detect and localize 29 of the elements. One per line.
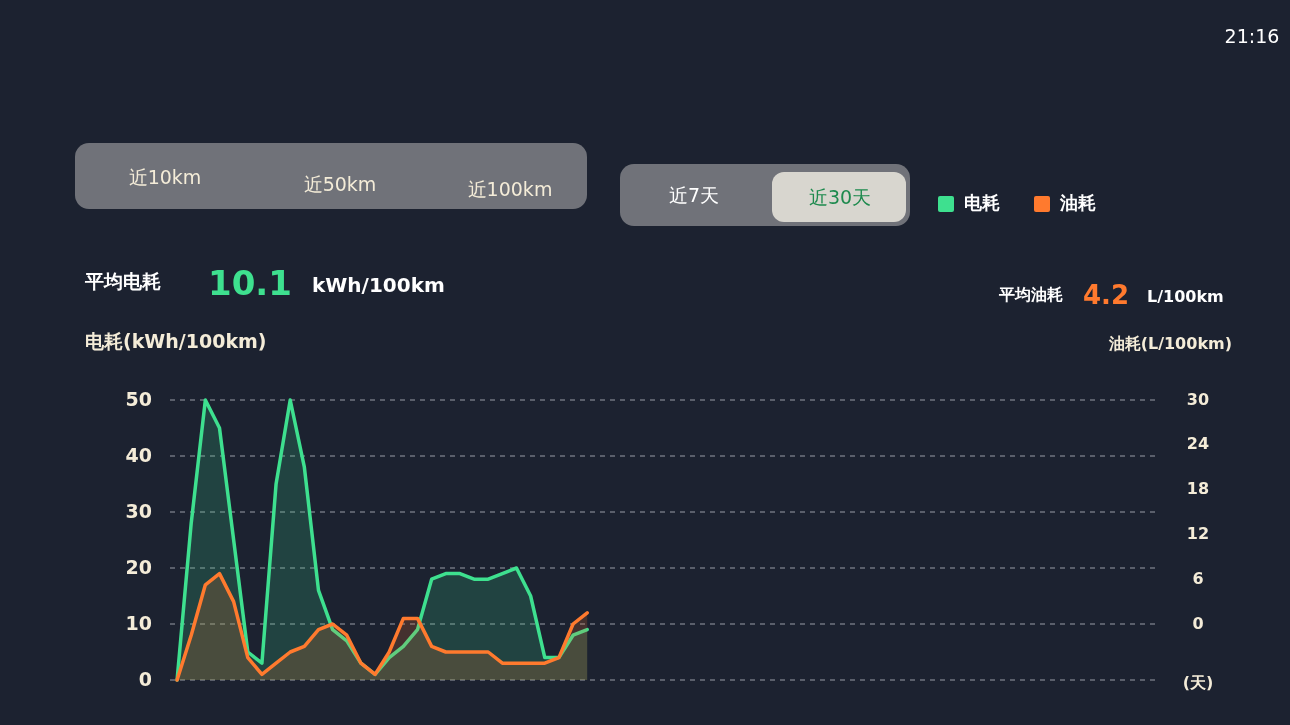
y-tick-label: 30 <box>125 499 152 522</box>
y2-tick-label: 0 <box>1192 613 1204 633</box>
text: 21:16 <box>1224 24 1280 47</box>
text: 近30天 <box>808 185 872 208</box>
text: 平均电耗 <box>84 269 161 292</box>
y2-tick-label: 6 <box>1192 568 1204 588</box>
y2-axis-title: 油耗(L/100km) <box>1107 333 1232 353</box>
text: 近50km <box>303 172 377 195</box>
text: 4.2 <box>1083 279 1130 310</box>
text: 10.1 <box>208 262 292 303</box>
y-axis-title: 电耗(kWh/100km) <box>85 329 267 352</box>
text: (天) <box>1182 672 1214 692</box>
text: 平均油耗 <box>998 284 1063 304</box>
text: 近10km <box>128 165 202 188</box>
y-tick-label: 50 <box>125 387 152 410</box>
y-tick-label: 0 <box>138 667 152 690</box>
y2-tick-label: 18 <box>1186 479 1210 499</box>
text: 近100km <box>467 177 553 200</box>
y2-tick-label: 12 <box>1186 523 1210 543</box>
text: kWh/100km <box>312 272 445 297</box>
y2-tick-label: 30 <box>1186 389 1210 409</box>
y-tick-label: 10 <box>125 611 152 634</box>
legend-label: 电耗 <box>964 192 1000 213</box>
text: L/100km <box>1147 286 1224 306</box>
legend-label: 油耗 <box>1059 192 1096 213</box>
y2-tick-label: 24 <box>1186 434 1210 454</box>
text: 近7天 <box>668 183 720 206</box>
y-tick-label: 20 <box>125 555 152 578</box>
y-tick-label: 40 <box>125 443 152 466</box>
